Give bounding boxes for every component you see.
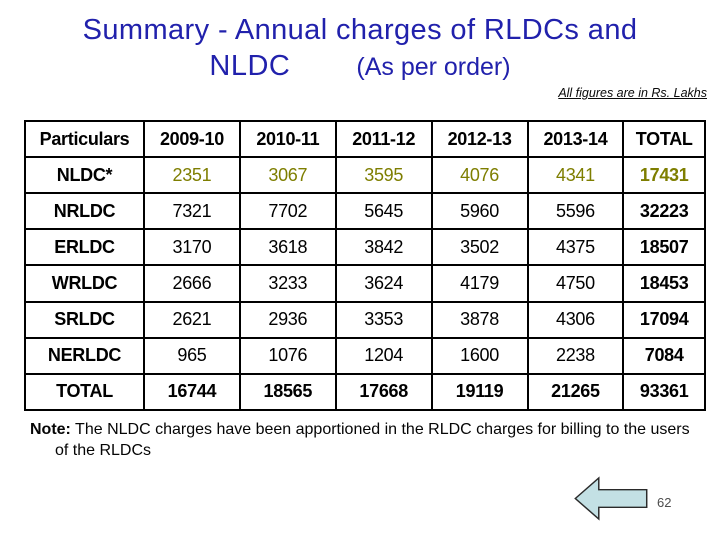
table-row: NERLDC 965 1076 1204 1600 2238 7084 [24, 336, 706, 375]
slide-title-nldc: NLDC [209, 50, 291, 82]
table-header-row: Particulars 2009-10 2010-11 2011-12 2012-13 2… [24, 120, 706, 158]
year-value-cell: 7702 [238, 192, 337, 231]
table-body: NLDC* 2351 3067 3595 4076 4341 17431 NRLDC 7321 7… [24, 155, 706, 412]
year-value-cell: 4306 [526, 300, 625, 339]
year-value-cell: 4750 [526, 264, 625, 303]
row-label: NRLDC [24, 192, 145, 231]
year-value-cell: 4179 [430, 264, 529, 303]
row-label: WRLDC [24, 264, 145, 303]
year-value-cell: 3502 [430, 228, 529, 267]
row-label: TOTAL [24, 372, 145, 412]
year-value-cell: 5960 [430, 192, 529, 231]
row-total-cell: 93361 [622, 372, 706, 412]
year-value-cell: 3170 [143, 228, 241, 267]
table-row: SRLDC 2621 2936 3353 3878 4306 17094 [24, 300, 706, 339]
row-label: NERLDC [24, 336, 145, 375]
table-row: NRLDC 7321 7702 5645 5960 5596 32223 [24, 192, 706, 231]
year-value-cell: 7321 [143, 192, 241, 231]
year-value-cell: 3878 [430, 300, 529, 339]
year-value-cell: 3595 [334, 155, 433, 195]
column-header: 2010-11 [238, 120, 337, 158]
year-value-cell: 1600 [430, 336, 529, 375]
year-value-cell: 17668 [334, 372, 433, 412]
row-total-cell: 32223 [622, 192, 706, 231]
year-value-cell: 2238 [526, 336, 625, 375]
row-label: ERLDC [24, 228, 145, 267]
table-header: Particulars 2009-10 2010-11 2011-12 2012-13 2… [24, 120, 706, 158]
slide-title-as-per-order: (As per order) [356, 53, 511, 81]
row-label: NLDC* [24, 155, 145, 195]
year-value-cell: 21265 [526, 372, 625, 412]
year-value-cell: 3618 [238, 228, 337, 267]
year-value-cell: 5645 [334, 192, 433, 231]
year-value-cell: 16744 [143, 372, 241, 412]
units-note: All figures are in Rs. Lakhs [558, 86, 707, 100]
table-row: TOTAL 16744 18565 17668 19119 21265 93361 [24, 372, 706, 412]
row-total-cell: 7084 [622, 336, 706, 375]
year-value-cell: 2351 [143, 155, 241, 195]
column-header: Particulars [24, 120, 145, 158]
slide-title-line1: Summary - Annual charges of RLDCs and [82, 14, 638, 46]
back-arrow-icon[interactable] [574, 476, 649, 521]
row-total-cell: 18507 [622, 228, 706, 267]
year-value-cell: 2936 [238, 300, 337, 339]
year-value-cell: 2666 [143, 264, 241, 303]
year-value-cell: 1204 [334, 336, 433, 375]
year-value-cell: 3842 [334, 228, 433, 267]
column-header: TOTAL [622, 120, 706, 158]
year-value-cell: 5596 [526, 192, 625, 231]
row-total-cell: 17094 [622, 300, 706, 339]
row-total-cell: 17431 [622, 155, 706, 195]
row-label: SRLDC [24, 300, 145, 339]
table-row: ERLDC 3170 3618 3842 3502 4375 18507 [24, 228, 706, 267]
column-header: 2009-10 [143, 120, 241, 158]
year-value-cell: 2621 [143, 300, 241, 339]
column-header: 2011-12 [334, 120, 433, 158]
footnote-label: Note: [30, 421, 71, 438]
column-header: 2013-14 [526, 120, 625, 158]
charges-table: Particulars 2009-10 2010-11 2011-12 2012-13 2… [24, 120, 706, 412]
year-value-cell: 4375 [526, 228, 625, 267]
year-value-cell: 3353 [334, 300, 433, 339]
table-row: NLDC* 2351 3067 3595 4076 4341 17431 [24, 155, 706, 195]
slide-title-line2: NLDC (As per order) [0, 49, 720, 88]
year-value-cell: 3624 [334, 264, 433, 303]
footnote: Note: The NLDC charges have been apporti… [30, 419, 696, 461]
slide-title: Summary - Annual charges of RLDCs and NL… [0, 13, 720, 88]
year-value-cell: 4341 [526, 155, 625, 195]
column-header: 2012-13 [430, 120, 529, 158]
row-total-cell: 18453 [622, 264, 706, 303]
year-value-cell: 965 [143, 336, 241, 375]
year-value-cell: 4076 [430, 155, 529, 195]
table-row: WRLDC 2666 3233 3624 4179 4750 18453 [24, 264, 706, 303]
year-value-cell: 1076 [238, 336, 337, 375]
footnote-text: The NLDC charges have been apportioned i… [55, 421, 690, 459]
year-value-cell: 3233 [238, 264, 337, 303]
year-value-cell: 18565 [238, 372, 337, 412]
year-value-cell: 3067 [238, 155, 337, 195]
page-number: 62 [657, 495, 672, 510]
year-value-cell: 19119 [430, 372, 529, 412]
